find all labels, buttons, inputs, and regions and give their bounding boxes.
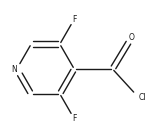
Text: O: O <box>129 33 135 42</box>
Text: F: F <box>72 114 76 123</box>
Text: Cl: Cl <box>139 93 146 102</box>
Text: F: F <box>72 15 76 24</box>
Text: N: N <box>11 64 17 74</box>
